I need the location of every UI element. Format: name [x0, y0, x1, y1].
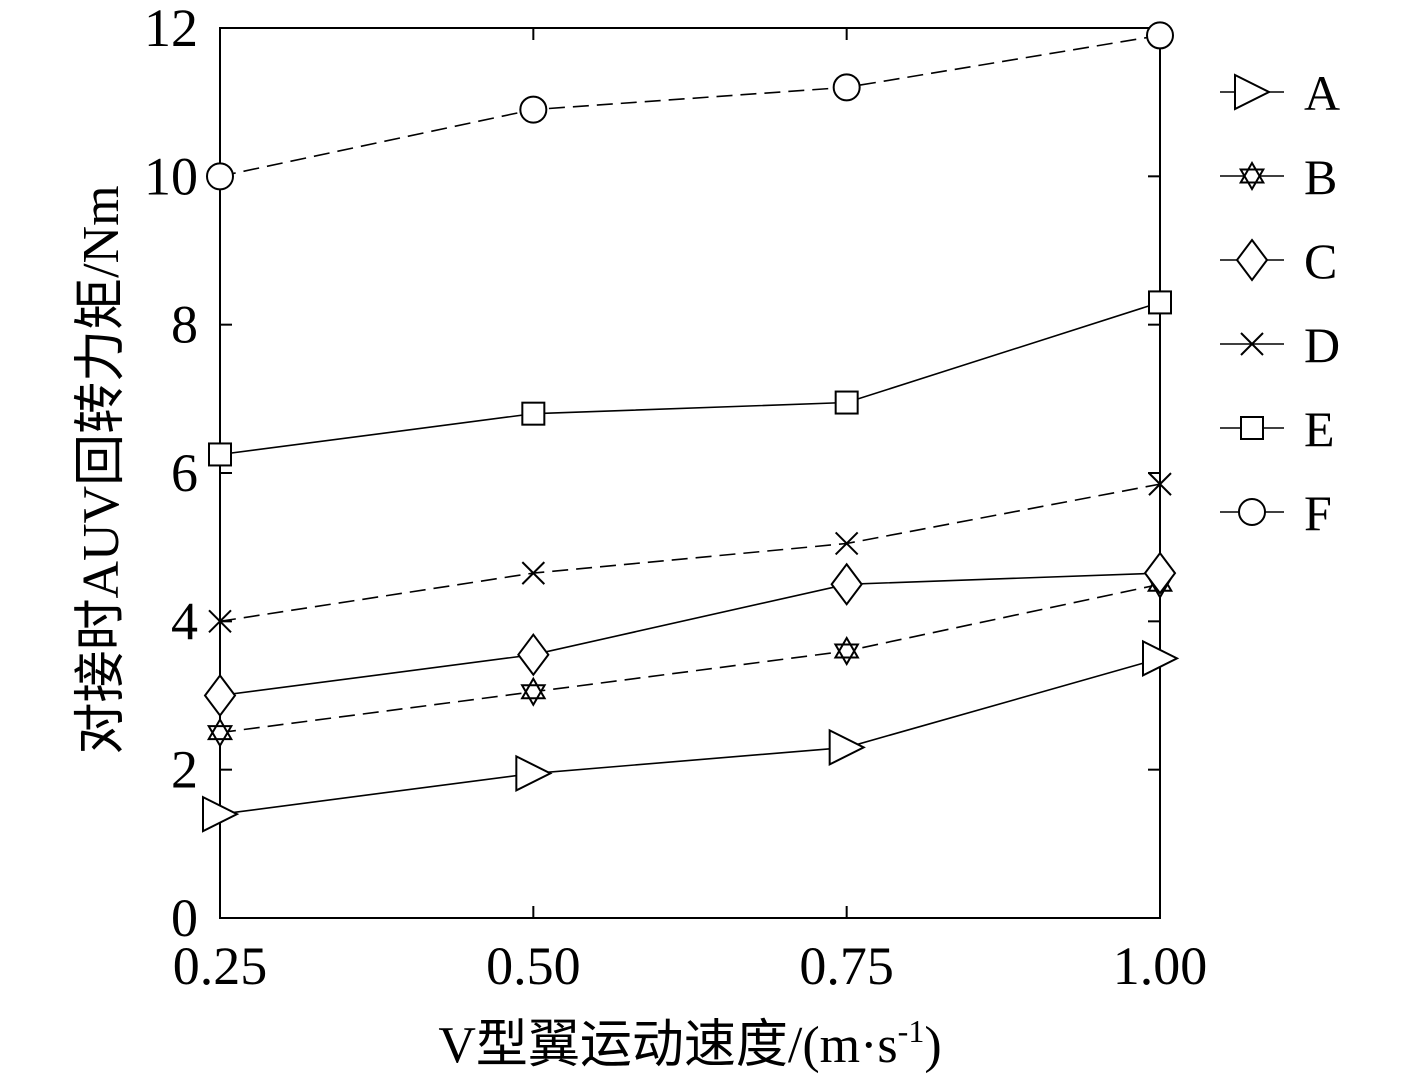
- y-tick-labels: 0 2 4 6 8 10 12: [144, 0, 198, 948]
- series-c-point: [830, 562, 863, 606]
- series-group: [202, 21, 1180, 833]
- legend-item-e: E: [1220, 401, 1335, 457]
- y-tick-label: 4: [171, 591, 198, 651]
- series-b-point: [833, 635, 860, 667]
- legend-item-a: A: [1220, 65, 1340, 121]
- x-axis-title: V型翼运动速度/(m·s-1): [438, 1013, 941, 1074]
- series-d-point: [208, 609, 232, 634]
- x-axis-title-main: V型翼运动速度/(m·s: [438, 1017, 897, 1074]
- x-tick-label: 1.00: [1113, 936, 1208, 996]
- legend-label: F: [1304, 485, 1332, 541]
- series-f-line: [219, 34, 1161, 178]
- series-b-point: [206, 717, 234, 748]
- series-f-point: [832, 73, 861, 102]
- legend-item-d: D: [1220, 317, 1340, 373]
- legend-label: A: [1304, 65, 1340, 121]
- series-e-point: [834, 390, 859, 415]
- axis-ticks: [219, 27, 1161, 919]
- series-c: [203, 551, 1177, 718]
- plot-frame: [219, 27, 1161, 919]
- series-e: [208, 290, 1172, 467]
- series-a: [202, 639, 1180, 833]
- legend-marker: [1235, 238, 1269, 282]
- series-b: [206, 569, 1174, 748]
- legend-label: B: [1304, 149, 1337, 205]
- series-f-point: [519, 95, 548, 124]
- series-a-point: [828, 728, 866, 767]
- y-tick-label: 2: [171, 740, 198, 800]
- series-c-line: [219, 572, 1161, 697]
- series-f-point: [206, 162, 234, 191]
- y-axis-title: 对接时AUV回转力矩/Nm: [73, 185, 130, 754]
- y-tick-label: 8: [171, 295, 198, 355]
- series-b-line: [219, 583, 1161, 734]
- series-c-point: [1143, 551, 1177, 595]
- x-tick-labels: 0.25 0.50 0.75 1.00: [173, 936, 1208, 996]
- series-a-point: [515, 754, 553, 792]
- series-e-line: [219, 301, 1161, 456]
- legend-marker: [1234, 73, 1272, 111]
- series-b-point: [520, 676, 547, 707]
- legend-item-c: C: [1220, 233, 1337, 289]
- y-tick-label: 0: [171, 888, 198, 948]
- series-f: [206, 21, 1174, 191]
- series-e-point: [208, 442, 232, 467]
- series-c-point: [517, 633, 550, 677]
- x-axis-title-close: ): [924, 1017, 941, 1074]
- series-a-point: [1142, 639, 1180, 678]
- x-tick-label: 0.50: [486, 936, 581, 996]
- series-d-point: [834, 531, 859, 556]
- series-f-point: [1146, 21, 1174, 50]
- x-tick-label: 0.75: [799, 936, 894, 996]
- legend-marker: [1238, 161, 1266, 191]
- legend-label: E: [1304, 401, 1335, 457]
- series-a-line: [219, 657, 1161, 815]
- y-tick-label: 10: [144, 146, 198, 206]
- series-d-point: [521, 561, 546, 585]
- x-axis-title-superscript: -1: [898, 1013, 925, 1049]
- series-d-line: [219, 483, 1161, 623]
- legend-marker: [1238, 498, 1266, 526]
- y-tick-label: 6: [171, 443, 198, 503]
- legend-marker: [1240, 416, 1264, 440]
- legend-item-b: B: [1220, 149, 1337, 205]
- legend-marker: [1240, 332, 1264, 356]
- y-tick-label: 12: [144, 0, 198, 58]
- series-e-point: [521, 401, 546, 426]
- legend-label: D: [1304, 317, 1340, 373]
- series-d: [208, 472, 1172, 634]
- x-tick-label: 0.25: [173, 936, 268, 996]
- series-c-point: [203, 673, 237, 718]
- series-d-point: [1148, 472, 1172, 496]
- legend-label: C: [1304, 233, 1337, 289]
- legend-item-f: F: [1220, 485, 1332, 541]
- series-e-point: [1148, 290, 1172, 315]
- series-a-point: [202, 795, 240, 833]
